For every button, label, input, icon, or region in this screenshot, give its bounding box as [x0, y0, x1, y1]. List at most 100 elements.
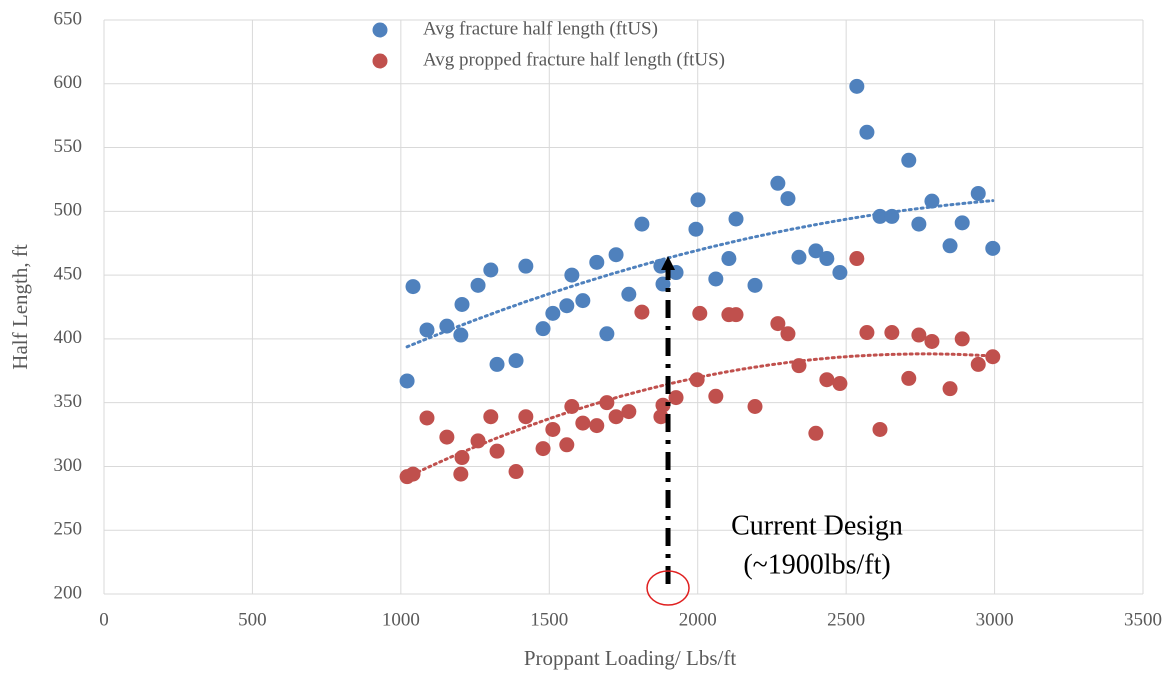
data-point — [770, 175, 786, 191]
data-point — [470, 433, 486, 449]
data-point — [419, 410, 435, 426]
data-point — [535, 321, 551, 337]
data-point — [985, 349, 1001, 365]
data-point — [808, 243, 824, 259]
data-point — [608, 409, 624, 425]
data-point — [599, 395, 615, 411]
data-point — [453, 466, 469, 482]
data-point — [849, 251, 865, 267]
x-axis-title: Proppant Loading/ Lbs/ft — [524, 646, 736, 670]
x-tick-label: 3500 — [1124, 609, 1162, 630]
arrow-head — [661, 255, 676, 270]
data-point — [439, 429, 455, 445]
x-tick-label: 2500 — [827, 609, 865, 630]
data-point — [911, 216, 927, 232]
y-tick-label: 650 — [54, 8, 83, 29]
data-point — [621, 404, 637, 420]
data-point — [508, 464, 524, 480]
data-point — [849, 78, 865, 94]
data-point — [911, 327, 927, 343]
y-axis-title: Half Length, ft — [8, 244, 32, 370]
x-tick-label: 0 — [99, 609, 109, 630]
data-point — [819, 372, 835, 388]
data-point — [634, 216, 650, 232]
data-point — [859, 124, 875, 140]
data-point — [399, 373, 415, 389]
data-point — [808, 425, 824, 441]
data-point — [453, 327, 469, 343]
data-point — [489, 443, 505, 459]
data-point — [832, 376, 848, 392]
data-point — [564, 267, 580, 283]
data-point — [489, 356, 505, 372]
x-tick-label: 1500 — [530, 609, 568, 630]
data-point — [692, 305, 708, 321]
data-point — [901, 152, 917, 168]
data-point — [780, 191, 796, 207]
data-point — [688, 221, 704, 237]
y-tick-label: 350 — [54, 391, 83, 412]
data-point — [405, 279, 421, 295]
data-point — [608, 247, 624, 263]
data-point — [483, 409, 499, 425]
data-point — [508, 353, 524, 369]
data-point — [690, 192, 706, 208]
data-point — [634, 304, 650, 320]
y-tick-label: 250 — [54, 519, 83, 540]
data-point — [747, 398, 763, 414]
y-tick-label: 550 — [54, 136, 83, 157]
y-tick-label: 200 — [54, 582, 83, 603]
data-point — [518, 258, 534, 274]
data-point — [589, 418, 605, 434]
x-tick-label: 2000 — [679, 609, 717, 630]
data-point — [819, 251, 835, 267]
data-point — [884, 325, 900, 341]
data-point — [655, 397, 671, 413]
data-point — [668, 390, 684, 406]
data-point — [559, 298, 575, 314]
data-point — [621, 286, 637, 302]
trendline — [405, 352, 995, 479]
data-point — [518, 409, 534, 425]
x-tick-label: 3000 — [976, 609, 1014, 630]
data-point — [872, 208, 888, 224]
data-point — [832, 265, 848, 281]
legend-label: Avg propped fracture half length (ftUS) — [423, 49, 725, 70]
y-tick-label: 500 — [54, 200, 83, 221]
data-point — [575, 293, 591, 309]
data-point — [653, 409, 669, 425]
x-tick-label: 1000 — [382, 609, 420, 630]
data-point — [599, 326, 615, 342]
data-point — [708, 271, 724, 287]
data-point — [942, 238, 958, 254]
data-point — [970, 185, 986, 201]
data-point — [470, 277, 486, 293]
y-tick-label: 450 — [54, 263, 83, 284]
data-point — [954, 331, 970, 347]
data-point — [770, 316, 786, 332]
y-tick-label: 300 — [54, 455, 83, 476]
x-tick-label: 500 — [238, 609, 267, 630]
trendline — [405, 199, 995, 349]
data-point — [942, 381, 958, 397]
annotation-text: Current Design — [731, 510, 903, 541]
legend-label: Avg fracture half length (ftUS) — [423, 18, 658, 39]
data-point — [859, 325, 875, 341]
data-point — [589, 254, 605, 270]
data-point — [728, 307, 744, 323]
data-point — [924, 193, 940, 209]
data-point — [721, 251, 737, 267]
data-point — [655, 276, 671, 292]
data-point — [954, 215, 970, 231]
data-point — [924, 333, 940, 349]
data-point — [564, 398, 580, 414]
data-point — [780, 326, 796, 342]
y-tick-label: 600 — [54, 72, 83, 93]
data-point — [575, 415, 591, 431]
data-point — [454, 296, 470, 312]
data-point — [791, 249, 807, 265]
legend-marker — [372, 53, 388, 69]
data-point — [728, 211, 744, 227]
data-point — [747, 277, 763, 293]
